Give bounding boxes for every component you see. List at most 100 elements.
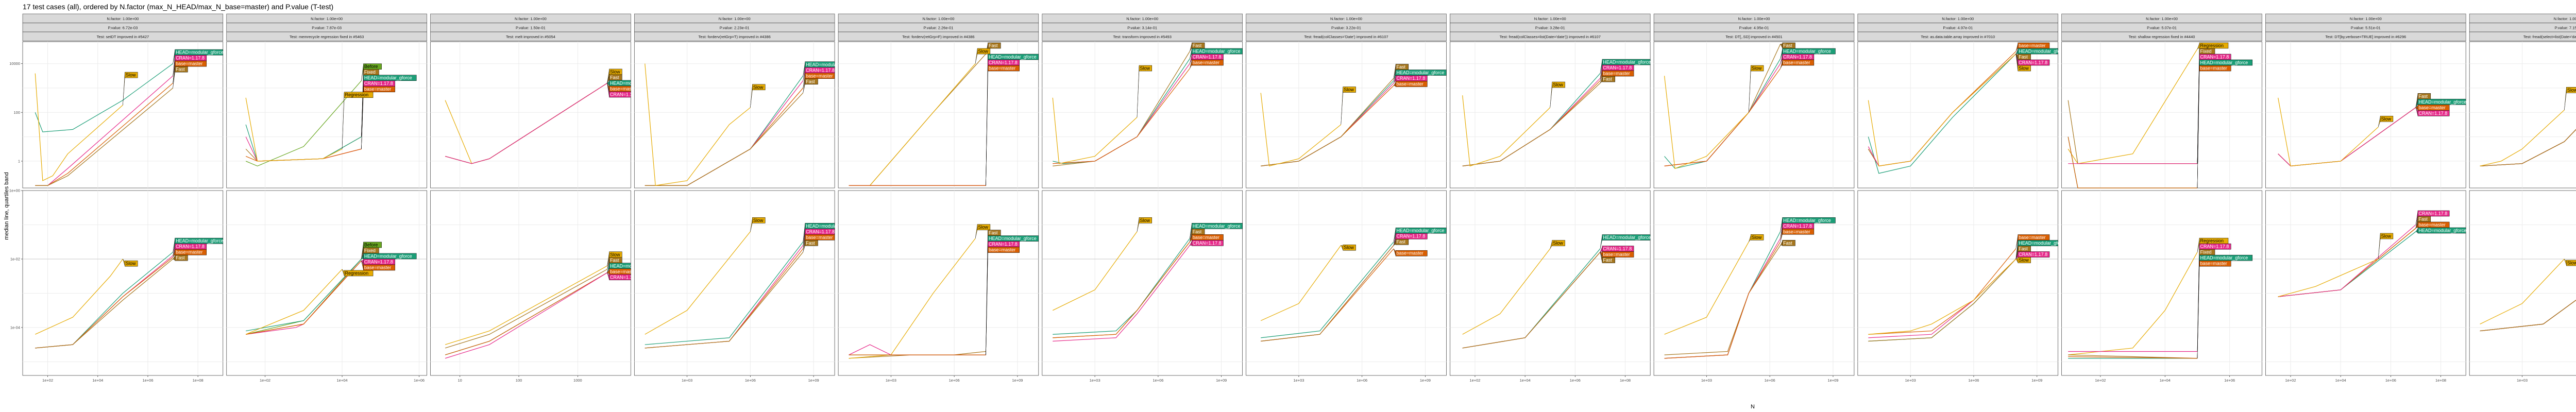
series-label: CRAN=1.17.8 xyxy=(1193,241,1222,246)
panel-background xyxy=(634,41,835,188)
series-label-box xyxy=(2380,233,2394,239)
facet-panel: N.factor: 1.00e+00 P.value: 2.26e-01 Test:… xyxy=(838,13,1039,383)
series-label: base=master xyxy=(806,73,833,78)
series-label-box xyxy=(2417,110,2450,116)
strip-pvalue-label: P.value: 7.15e-01 xyxy=(2555,26,2576,30)
series-line xyxy=(645,252,804,349)
series-label: Fast xyxy=(2418,216,2428,221)
strip-test xyxy=(838,31,1039,41)
series-line xyxy=(246,259,362,332)
series-label: HEAD=modular_gforce xyxy=(610,80,658,85)
series-label: HEAD=modular_gforce xyxy=(989,236,1037,241)
series-label-box xyxy=(1395,233,1428,239)
strip-pvalue-label: P.value: 3.14e-01 xyxy=(1127,26,1157,30)
series-label: Fixed xyxy=(2200,250,2212,255)
series-label-box xyxy=(2380,116,2394,122)
series-label: Before xyxy=(364,242,378,247)
strip-test-label: Test: melt improved in #5054 xyxy=(506,35,555,39)
series-line xyxy=(1052,97,1138,164)
x-tick-label: 1e+06 xyxy=(1570,378,1581,383)
strip-nfactor-label: N.factor: 1.00e+00 xyxy=(2350,16,2382,21)
strip-nfactor-label: N.factor: 1.00e+00 xyxy=(2554,16,2576,21)
series-label: CRAN=1.17.8 xyxy=(1603,65,1632,71)
x-tick-label: 1e+02 xyxy=(2285,378,2296,383)
series-line xyxy=(35,73,123,181)
series-label: CRAN=1.17.8 xyxy=(364,81,393,86)
series-label-box xyxy=(1782,59,1815,66)
series-label-box xyxy=(2199,243,2231,250)
panel-background xyxy=(1246,190,1447,376)
series-label: CRAN=1.17.8 xyxy=(2200,55,2229,60)
series-line xyxy=(245,97,343,162)
series-label-box xyxy=(1602,76,1615,82)
series-label: Slow xyxy=(2567,261,2576,266)
series-label-box xyxy=(609,274,631,281)
series-line xyxy=(849,238,976,359)
series-label: Slow xyxy=(753,84,764,90)
x-tick-label: 1e+03 xyxy=(1090,378,1100,383)
series-label: Fast xyxy=(2019,246,2028,251)
series-label-box xyxy=(175,254,188,261)
series-label: Slow xyxy=(1344,87,1354,92)
series-line xyxy=(1462,248,1551,335)
series-label: CRAN=1.17.8 xyxy=(2418,211,2447,216)
series-label-box xyxy=(1782,229,1815,235)
series-label-box xyxy=(2018,251,2050,258)
x-tick-label: 1e+09 xyxy=(808,378,819,383)
series-label: CRAN=1.17.8 xyxy=(2418,111,2447,116)
series-line xyxy=(246,260,362,335)
series-label: HEAD=modular_gforce xyxy=(806,224,854,229)
series-label: Fast xyxy=(989,230,998,235)
series-label: Slow xyxy=(1752,235,1762,240)
panel-background xyxy=(838,190,1039,376)
strip-test-label: Test: fread(colClasses='Date') improved … xyxy=(1304,35,1388,39)
x-tick-label: 1e+02 xyxy=(2095,378,2106,383)
series-label: HEAD=modular_gforce xyxy=(989,55,1037,60)
series-line xyxy=(1868,259,2016,342)
series-label-box xyxy=(1343,87,1356,93)
strip-nfactor-label: N.factor: 1.00e+00 xyxy=(922,16,954,21)
series-line xyxy=(1053,242,1190,338)
series-label-box xyxy=(125,260,138,267)
strip-pvalue-label: P.value: 1.50e-01 xyxy=(516,26,546,30)
series-label-box xyxy=(1192,59,1224,66)
series-label: Slow xyxy=(978,49,989,54)
series-label-box xyxy=(1139,217,1153,224)
x-tick-label: 1e+03 xyxy=(1905,378,1916,383)
series-label: base=master xyxy=(806,235,833,240)
series-label-box xyxy=(805,73,835,79)
panel-background xyxy=(430,190,631,376)
strip-nfactor-label: N.factor: 1.00e+00 xyxy=(515,16,547,21)
facet-panel: N.factor: 1.00e+00 P.value: 5.07e-01 Test:… xyxy=(2061,13,2262,383)
strip-test xyxy=(1246,31,1447,41)
strip-test-label: Test: DT[,.SD] improved in #4501 xyxy=(1725,35,1782,39)
series-line xyxy=(1053,245,1190,342)
strip-test xyxy=(226,31,427,41)
facet-panel: N.factor: 1.00e+00 P.value: 2.23e-01 Test:… xyxy=(634,13,854,383)
series-label: Fast xyxy=(610,258,619,263)
series-label-box xyxy=(2199,65,2231,72)
series-label-box xyxy=(805,240,818,246)
x-tick-label: 1e+06 xyxy=(1968,378,1979,383)
series-label: HEAD=modular_gforce xyxy=(364,75,412,80)
strip-test-label: Test: memrecycle regression fixed in #54… xyxy=(290,35,364,39)
panel-background xyxy=(226,41,427,188)
series-label: HEAD=modular_gforce xyxy=(1397,70,1445,75)
series-label: Fast xyxy=(1783,43,1792,48)
series-label: CRAN=1.17.8 xyxy=(176,244,205,249)
x-tick-label: 10 xyxy=(458,378,462,383)
strip-pvalue-label: P.value: 6.72e-03 xyxy=(108,26,138,30)
series-label-box xyxy=(1192,223,1243,229)
x-tick-label: 1e+09 xyxy=(1827,378,1838,383)
series-label: HEAD=modular_gforce xyxy=(2019,49,2066,54)
series-line xyxy=(1868,248,2016,335)
series-label: base=master xyxy=(2019,235,2045,240)
series-label-box xyxy=(752,217,766,224)
strip-pvalue-label: P.value: 2.26e-01 xyxy=(924,26,954,30)
series-label: Slow xyxy=(1140,218,1150,223)
strip-test xyxy=(1042,31,1243,41)
series-label-box xyxy=(125,72,138,78)
x-tick-label: 1e+02 xyxy=(1469,378,1480,383)
series-label: HEAD=modular_gforce xyxy=(1193,224,1241,229)
strip-test-label: Test: shallow regression fixed in #4440 xyxy=(2129,35,2195,39)
